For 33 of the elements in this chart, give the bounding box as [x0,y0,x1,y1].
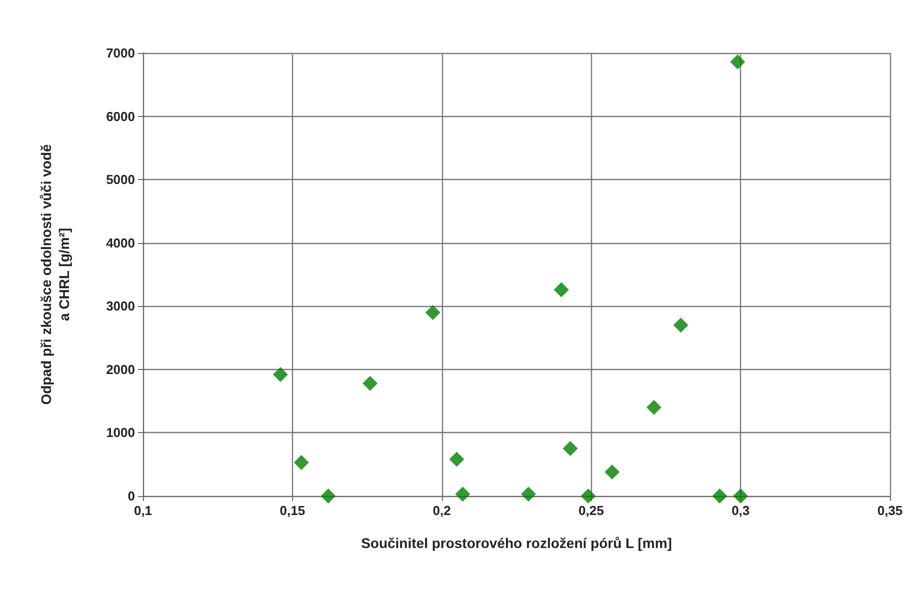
y-tick-label: 6000 [106,108,135,124]
point [554,282,569,298]
x-tick-label: 0,15 [280,503,306,518]
x-tick-label: 0,35 [877,503,903,518]
point [730,54,746,70]
y-tick-label: 3000 [106,298,135,314]
y-tick-label: 4000 [106,235,135,250]
x-tick-label: 0,2 [432,503,451,518]
point [562,441,578,456]
point [580,488,596,504]
y-tick-label: 5000 [106,172,135,188]
x-tick-label: 0,25 [578,503,604,518]
y-axis-title: Odpad při zkoušce odolnosti vůči vodě a CHRL [g/m²] [38,144,72,405]
point [425,304,440,320]
point [362,376,378,391]
y-tick-label: 7000 [106,46,135,60]
y-tick-label: 0 [128,488,135,504]
point [646,400,662,415]
point [712,488,728,504]
x-tick-label: 0,1 [134,503,152,518]
x-axis-title: Součinitel prostorového rozložení pórů L [mm] [361,535,672,551]
point [520,486,536,502]
point [604,464,620,480]
y-tick-label: 1000 [106,425,135,440]
x-tick-label: 0,3 [732,503,750,518]
point [455,486,470,502]
point [733,488,748,504]
point [673,318,688,333]
point [320,488,336,504]
point [272,366,288,382]
y-tick-label: 2000 [106,362,135,377]
point [449,452,464,467]
point [294,454,309,470]
